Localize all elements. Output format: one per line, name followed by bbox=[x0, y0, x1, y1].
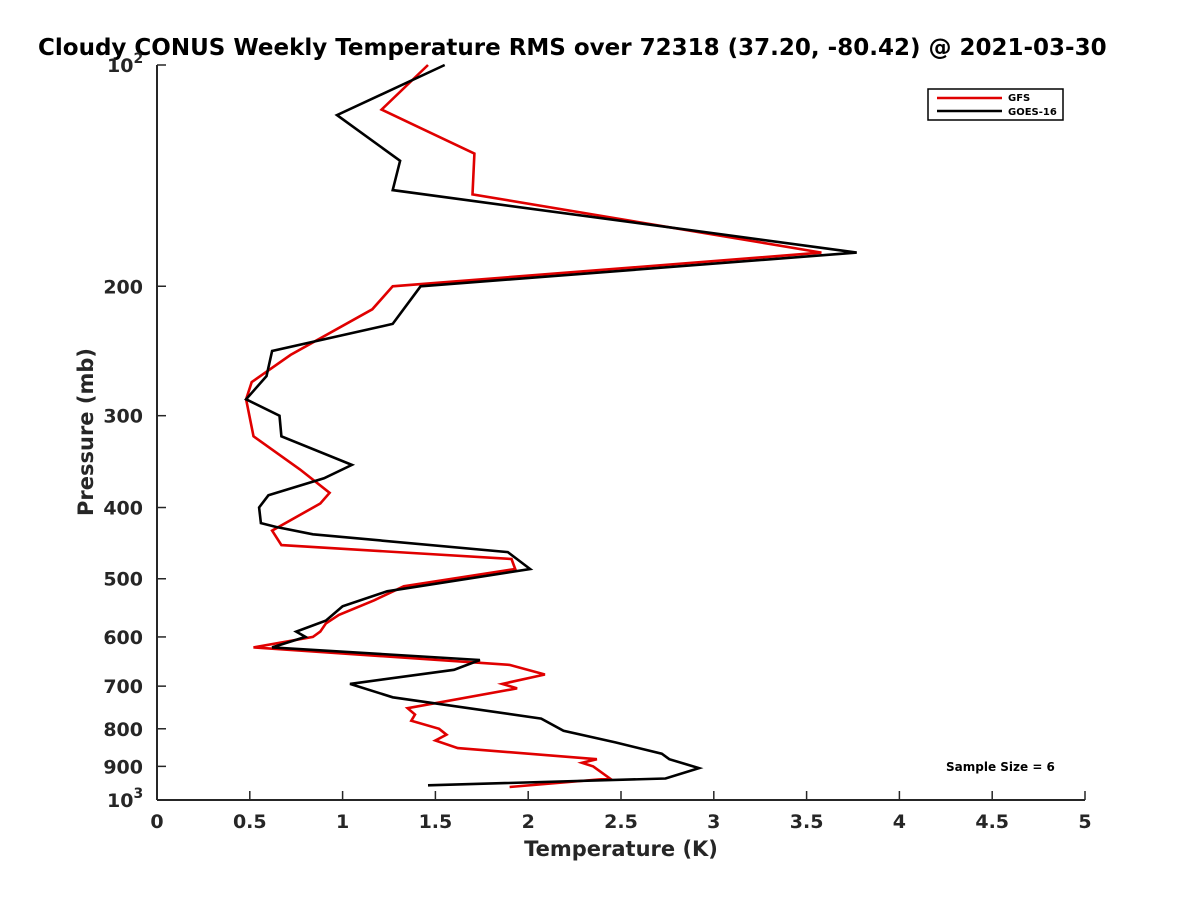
y-tick-label: 102 bbox=[107, 51, 143, 77]
y-tick-label: 200 bbox=[103, 276, 143, 298]
series-line-goes-16 bbox=[244, 63, 857, 787]
x-tick-label: 2.5 bbox=[604, 811, 638, 833]
legend-label-goes-16: GOES-16 bbox=[1008, 107, 1057, 118]
chart-title: Cloudy CONUS Weekly Temperature RMS over… bbox=[38, 35, 1107, 61]
axes bbox=[156, 65, 1085, 801]
x-tick-label: 3.5 bbox=[790, 811, 824, 833]
x-tick-label: 3 bbox=[707, 811, 720, 833]
sample-size-annotation: Sample Size = 6 bbox=[946, 760, 1055, 774]
x-tick-label: 4 bbox=[893, 811, 906, 833]
y-tick-exponent: 3 bbox=[133, 786, 143, 802]
y-tick-label: 600 bbox=[103, 627, 143, 649]
x-axis-label: Temperature (K) bbox=[524, 837, 718, 861]
y-tick-label: 103 bbox=[107, 786, 143, 812]
y-tick-base: 10 bbox=[107, 55, 133, 77]
x-tick-label: 5 bbox=[1078, 811, 1091, 833]
y-tick-label: 400 bbox=[103, 498, 143, 520]
x-tick-label: 2 bbox=[522, 811, 535, 833]
x-tick-label: 1 bbox=[336, 811, 349, 833]
y-tick-base: 10 bbox=[107, 790, 133, 812]
y-tick-label: 900 bbox=[103, 756, 143, 778]
x-tick-label: 1.5 bbox=[419, 811, 453, 833]
x-tick-label: 0.5 bbox=[233, 811, 267, 833]
y-tick-label: 300 bbox=[103, 406, 143, 428]
legend-box bbox=[927, 88, 1064, 121]
x-tick-label: 0 bbox=[150, 811, 163, 833]
x-tick-label: 4.5 bbox=[975, 811, 1009, 833]
series-line-gfs bbox=[244, 64, 822, 789]
y-tick-label: 500 bbox=[103, 569, 143, 591]
series-lines bbox=[244, 63, 857, 789]
y-tick-label: 700 bbox=[103, 676, 143, 698]
x-ticks: 0 0.5 1 1.5 2 2.5 3 3.5 4 4.5 5 bbox=[150, 791, 1092, 833]
legend-label-gfs: GFS bbox=[1008, 93, 1030, 104]
legend: GFS GOES-16 bbox=[927, 88, 1064, 121]
y-tick-exponent: 2 bbox=[133, 51, 143, 67]
y-axis-label: Pressure (mb) bbox=[74, 348, 98, 516]
y-tick-label: 800 bbox=[103, 719, 143, 741]
